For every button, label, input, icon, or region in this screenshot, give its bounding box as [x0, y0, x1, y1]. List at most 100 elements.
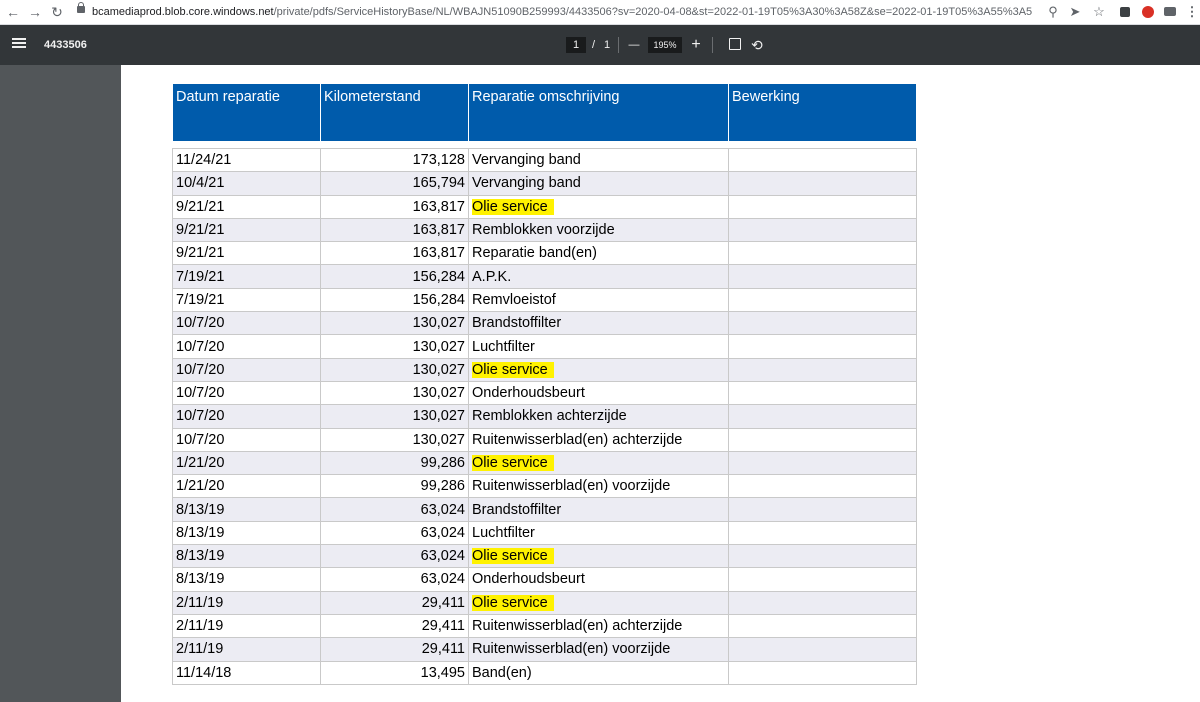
url-field[interactable]: bcamediaprod.blob.core.windows.net/priva… [92, 6, 1032, 18]
viewer-background [0, 65, 121, 702]
table-row: 10/7/20 130,027 Brandstoffilter [172, 311, 917, 336]
header-date: Datum reparatie [172, 84, 321, 142]
cell-mileage: 163,817 [320, 194, 469, 219]
cell-mileage: 156,284 [320, 287, 469, 313]
browser-address-bar: ← → ↻ bcamediaprod.blob.core.windows.net… [0, 0, 1200, 25]
header-edit: Bewerking [728, 84, 917, 142]
zoom-in-button[interactable]: + [691, 36, 701, 53]
back-arrow-icon[interactable]: ← [6, 4, 20, 20]
cell-description: Olie service [468, 544, 729, 569]
table-row: 2/11/19 29,411 Ruitenwisserblad(en) achter… [172, 613, 917, 639]
rotate-icon[interactable]: ⟲ [751, 37, 763, 53]
cell-mileage: 130,027 [320, 380, 469, 406]
cell-description: Ruitenwisserblad(en) voorzijde [468, 637, 729, 662]
zoom-icon[interactable]: ⚲ [1048, 4, 1058, 19]
cell-description: Brandstoffilter [468, 497, 729, 522]
cell-mileage: 130,027 [320, 427, 469, 452]
cell-date: 11/24/21 [172, 147, 321, 173]
cell-date: 8/13/19 [172, 567, 321, 592]
table-row: 11/24/21 173,128 Vervanging band [172, 147, 917, 173]
cell-description: Vervanging band [468, 171, 729, 196]
cell-mileage: 29,411 [320, 590, 469, 615]
cell-date: 10/7/20 [172, 380, 321, 406]
cell-edit [728, 660, 917, 685]
extension-ublock-icon[interactable] [1142, 6, 1154, 18]
cell-description: Remvloeistof [468, 287, 729, 313]
toolbar-divider [618, 37, 619, 53]
cell-edit [728, 544, 917, 569]
cell-mileage: 130,027 [320, 311, 469, 336]
cell-edit [728, 497, 917, 522]
cell-date: 10/7/20 [172, 404, 321, 429]
page-number-input[interactable]: 1 [566, 37, 586, 53]
menu-icon[interactable] [12, 38, 26, 40]
table-row: 1/21/20 99,286 Ruitenwisserblad(en) voorzi… [172, 474, 917, 499]
cell-description: Band(en) [468, 660, 729, 685]
cell-mileage: 173,128 [320, 147, 469, 173]
cell-mileage: 163,817 [320, 217, 469, 243]
extension-qr-icon[interactable] [1120, 7, 1130, 17]
cell-edit [728, 590, 917, 615]
cell-date: 10/7/20 [172, 357, 321, 382]
cell-description: Olie service [468, 590, 729, 615]
cell-description: Onderhoudsbeurt [468, 567, 729, 592]
cell-description: Olie service [468, 357, 729, 382]
cell-date: 2/11/19 [172, 613, 321, 639]
cell-edit [728, 380, 917, 406]
page-separator: / [592, 39, 596, 51]
cell-mileage: 163,817 [320, 241, 469, 266]
cell-description: Onderhoudsbeurt [468, 380, 729, 406]
reload-icon[interactable]: ↻ [51, 4, 63, 20]
cell-date: 7/19/21 [172, 264, 321, 289]
lock-icon[interactable] [77, 2, 85, 13]
table-row: 10/7/20 130,027 Luchtfilter [172, 334, 917, 359]
cell-description: Brandstoffilter [468, 311, 729, 336]
cell-date: 8/13/19 [172, 520, 321, 546]
cell-date: 9/21/21 [172, 241, 321, 266]
table-row: 8/13/19 63,024 Olie service [172, 544, 917, 569]
cell-edit [728, 520, 917, 546]
cell-edit [728, 264, 917, 289]
zoom-level-input[interactable]: 195% [648, 37, 682, 53]
cell-date: 10/7/20 [172, 427, 321, 452]
cell-edit [728, 404, 917, 429]
service-history-table: Datum reparatie Kilometerstand Reparatie… [172, 84, 917, 685]
cell-description: Vervanging band [468, 147, 729, 173]
cell-date: 9/21/21 [172, 217, 321, 243]
table-row: 10/7/20 130,027 Remblokken achterzijde [172, 404, 917, 429]
cell-edit [728, 637, 917, 662]
cell-description: Luchtfilter [468, 334, 729, 359]
forward-arrow-icon[interactable]: → [28, 4, 42, 20]
cell-date: 10/7/20 [172, 311, 321, 336]
cell-date: 9/21/21 [172, 194, 321, 219]
cell-description: Ruitenwisserblad(en) voorzijde [468, 474, 729, 499]
cell-mileage: 29,411 [320, 613, 469, 639]
more-menu-icon[interactable]: ⋮ [1185, 4, 1199, 19]
cell-date: 2/11/19 [172, 637, 321, 662]
table-header-row: Datum reparatie Kilometerstand Reparatie… [172, 84, 917, 142]
cell-date: 1/21/20 [172, 474, 321, 499]
cell-edit [728, 613, 917, 639]
zoom-out-button[interactable]: — [628, 39, 640, 51]
table-row: 9/21/21 163,817 Olie service [172, 194, 917, 219]
table-row: 9/21/21 163,817 Remblokken voorzijde [172, 217, 917, 243]
highlighted-text: Olie service [472, 198, 554, 215]
cell-date: 10/7/20 [172, 334, 321, 359]
cell-edit [728, 241, 917, 266]
toolbar-divider [712, 37, 713, 53]
cell-date: 10/4/21 [172, 171, 321, 196]
cell-description: Luchtfilter [468, 520, 729, 546]
cell-mileage: 130,027 [320, 357, 469, 382]
cell-edit [728, 147, 917, 173]
highlighted-text: Olie service [472, 594, 554, 611]
cell-mileage: 63,024 [320, 520, 469, 546]
cell-edit [728, 311, 917, 336]
header-description: Reparatie omschrijving [468, 84, 729, 142]
star-icon[interactable]: ☆ [1093, 4, 1105, 19]
fit-page-icon[interactable] [729, 38, 741, 50]
cell-edit [728, 287, 917, 313]
cell-description: Reparatie band(en) [468, 241, 729, 266]
header-mileage: Kilometerstand [320, 84, 469, 142]
extension-chat-icon[interactable] [1164, 7, 1176, 16]
send-icon[interactable]: ➤ [1069, 4, 1081, 19]
